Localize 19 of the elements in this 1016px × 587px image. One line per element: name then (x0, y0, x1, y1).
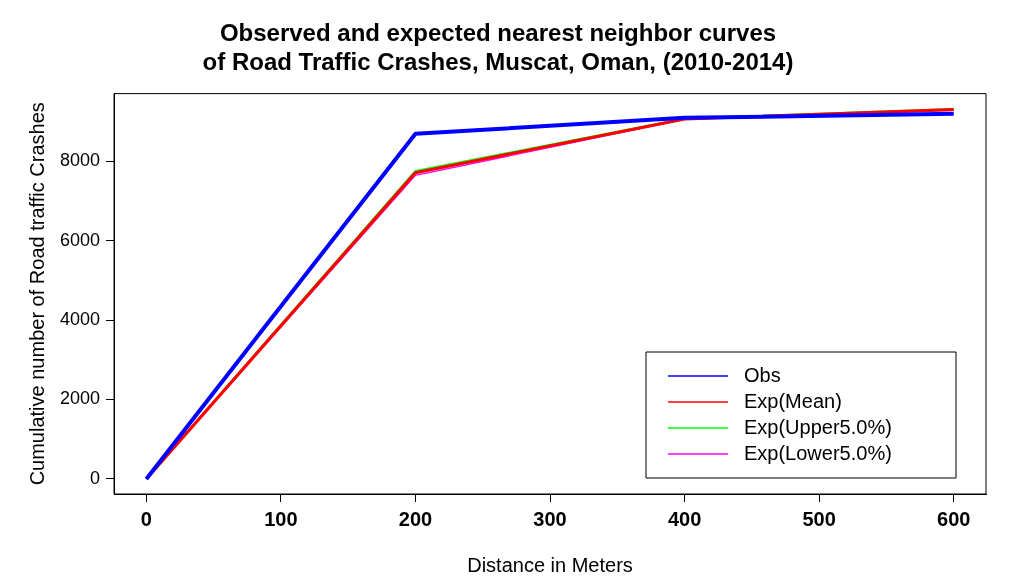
legend-label: Obs (744, 363, 781, 386)
x-tick-label: 200 (398, 507, 433, 530)
x-tick-label: 600 (937, 507, 971, 530)
x-tick-label: 400 (667, 507, 702, 530)
legend-label: Exp(Mean) (744, 389, 842, 412)
y-tick-label: 8000 (60, 150, 101, 171)
x-axis-title: Distance in Meters (467, 553, 633, 576)
y-tick-label: 2000 (60, 388, 101, 409)
legend-label: Exp(Upper5.0%) (744, 415, 892, 438)
chart-title: Observed and expected nearest neighbor curves of Road Traffic Crashes, Muscat, Oman, (2010-2014) (202, 19, 794, 75)
x-tick-label: 500 (802, 507, 836, 530)
x-tick-label: 300 (533, 507, 567, 530)
y-axis-title: Cumulative number of Road traffic Crashes (25, 102, 48, 486)
legend-label: Exp(Lower5.0%) (744, 441, 892, 464)
x-tick-label: 100 (264, 507, 298, 530)
x-tick-label: 0 (140, 507, 152, 530)
y-tick-label: 6000 (60, 229, 101, 250)
y-tick-label: 0 (90, 467, 101, 488)
y-tick-label: 4000 (60, 308, 101, 329)
